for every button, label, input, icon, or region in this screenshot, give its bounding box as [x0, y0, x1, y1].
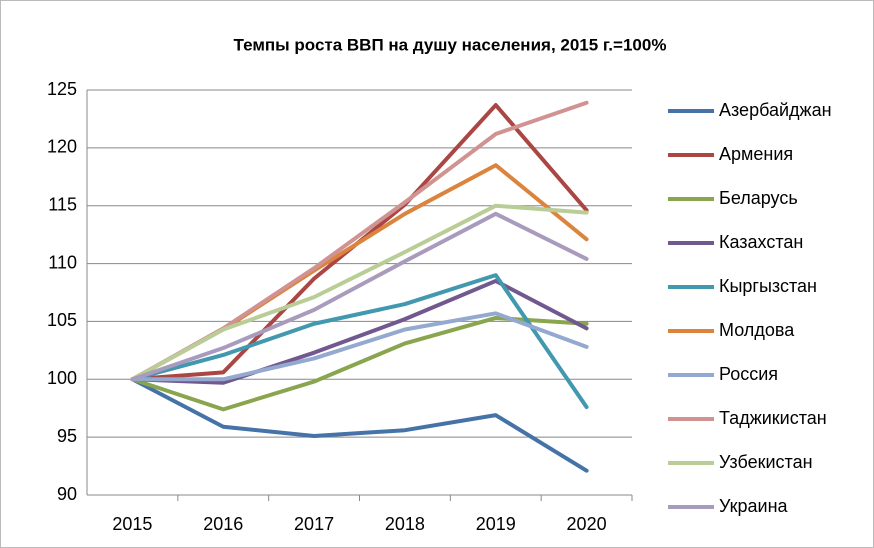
x-tick-label: 2019 — [476, 514, 516, 534]
series-line — [130, 211, 589, 382]
legend-label: Молдова — [719, 320, 795, 340]
series-line — [130, 377, 589, 473]
y-tick-label: 120 — [47, 137, 77, 157]
y-tick-label: 110 — [48, 252, 77, 272]
legend-label: Азербайджан — [719, 100, 832, 120]
legend-label: Узбекистан — [719, 452, 813, 472]
x-tick-label: 2020 — [567, 514, 607, 534]
legend-label: Таджикистан — [719, 408, 827, 428]
y-tick-label: 100 — [47, 368, 77, 388]
series-line — [130, 203, 589, 382]
x-tick-label: 2017 — [294, 514, 334, 534]
legend-label: Беларусь — [719, 188, 798, 208]
series-line — [130, 278, 589, 385]
x-tick-label: 2016 — [203, 514, 243, 534]
series-line — [130, 311, 589, 382]
y-tick-label: 105 — [47, 310, 77, 330]
legend-label: Украина — [719, 496, 789, 516]
legend-label: Казахстан — [719, 232, 803, 252]
legend-label: Россия — [719, 364, 778, 384]
series-line — [130, 273, 589, 410]
legend-label: Кыргызстан — [719, 276, 817, 296]
y-tick-label: 95 — [57, 426, 77, 446]
chart-title: Темпы роста ВВП на душу населения, 2015 … — [234, 35, 667, 54]
x-tick-label: 2015 — [112, 514, 152, 534]
legend-label: Армения — [719, 144, 793, 164]
y-tick-label: 115 — [48, 194, 77, 214]
x-tick-label: 2018 — [385, 514, 425, 534]
y-tick-label: 90 — [57, 484, 77, 504]
y-tick-label: 125 — [47, 79, 77, 99]
